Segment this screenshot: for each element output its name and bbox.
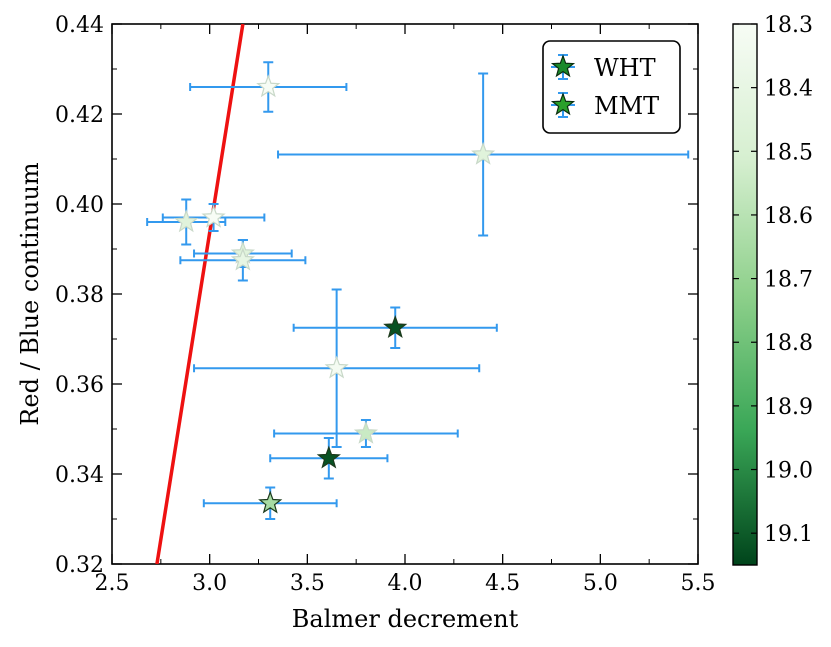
data-point-star: [174, 209, 199, 233]
legend: WHT MMT: [542, 40, 681, 134]
data-point-star: [230, 247, 255, 271]
x-tick-label: 3.5: [290, 571, 325, 596]
fit-line: [155, 24, 245, 564]
x-tick-label: 5.5: [681, 571, 716, 596]
colorbar-tick-label: 18.7: [764, 268, 813, 293]
colorbar-ticks: 18.3 18.4 18.5 18.6 18.7 18.8 18.9 19.0 19.1: [733, 13, 813, 547]
colorbar-tick-label: 19.0: [764, 459, 813, 484]
colorbar: 18.3 18.4 18.5 18.6 18.7 18.8 18.9 19.0 19.1: [732, 13, 813, 566]
colorbar-tick-label: 18.4: [764, 77, 813, 102]
colorbar-tick-label: 18.9: [764, 395, 813, 420]
y-tick-labels: 0.32 0.34 0.36 0.38 0.40 0.42 0.44: [55, 13, 104, 578]
x-tick-label: 3.0: [192, 571, 227, 596]
x-axis-title: Balmer decrement: [292, 605, 519, 633]
legend-item: MMT: [550, 92, 659, 120]
y-tick-label: 0.32: [55, 553, 104, 578]
x-tick-label: 4.0: [388, 571, 423, 596]
data-markers: [174, 74, 496, 514]
legend-label: MMT: [594, 92, 659, 120]
data-point-star: [201, 204, 226, 228]
y-tick-label: 0.42: [55, 103, 104, 128]
y-axis-title: Red / Blue continuum: [16, 162, 44, 426]
x-tick-label: 4.5: [485, 571, 520, 596]
data-point-star: [258, 490, 283, 514]
axis-ticks: [111, 23, 699, 565]
x-tick-label: 2.5: [95, 571, 130, 596]
legend-item: WHT: [550, 54, 656, 82]
colorbar-tick-label: 18.3: [764, 13, 813, 38]
y-tick-label: 0.34: [55, 463, 104, 488]
legend-label: WHT: [594, 54, 656, 82]
colorbar-gradient: [732, 23, 758, 566]
colorbar-tick-label: 18.5: [764, 140, 813, 165]
legend-marker-star: [550, 92, 576, 116]
x-tick-label: 5.0: [583, 571, 618, 596]
data-point-star: [383, 315, 408, 339]
colorbar-tick-label: 18.6: [764, 204, 813, 229]
legend-box: [542, 40, 681, 134]
y-tick-label: 0.38: [55, 283, 104, 308]
x-tick-labels: 2.5 3.0 3.5 4.0 4.5 5.0 5.5: [95, 571, 716, 596]
y-tick-label: 0.40: [55, 193, 104, 218]
y-tick-label: 0.44: [55, 13, 104, 38]
colorbar-tick-label: 19.1: [764, 522, 813, 547]
y-tick-label: 0.36: [55, 373, 104, 398]
colorbar-tick-label: 18.8: [764, 331, 813, 356]
data-point-star: [316, 445, 341, 469]
legend-marker-star: [550, 54, 576, 78]
data-point-star: [256, 74, 281, 98]
data-point-star: [471, 141, 496, 165]
legend-items: WHT MMT: [550, 54, 659, 120]
data-point-star: [353, 420, 379, 444]
data-point-star: [324, 355, 349, 379]
